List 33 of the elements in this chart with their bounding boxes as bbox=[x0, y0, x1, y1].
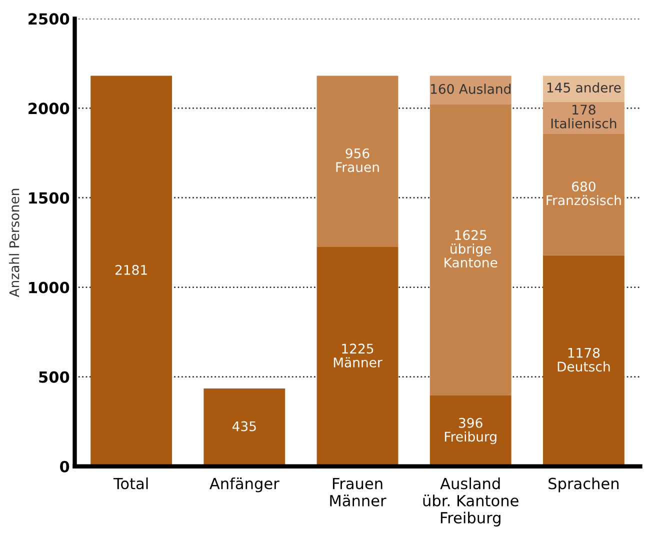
data-label: 956 Frauen bbox=[336, 148, 379, 172]
x-tick-label: Sprachen bbox=[548, 477, 619, 492]
bar bbox=[316, 246, 398, 466]
bar bbox=[90, 76, 172, 466]
y-tick-label: 500 bbox=[39, 371, 70, 383]
bar bbox=[542, 134, 624, 256]
x-tick-label: Total bbox=[113, 477, 148, 490]
y-tick-label: 1500 bbox=[29, 192, 70, 204]
bar bbox=[542, 255, 624, 466]
x-tick-label: Anfänger bbox=[210, 477, 280, 492]
bar bbox=[316, 76, 398, 247]
data-label: 160 Ausland bbox=[430, 84, 510, 94]
bar bbox=[430, 104, 512, 396]
data-label: 2181 bbox=[115, 264, 147, 275]
bar bbox=[430, 76, 512, 104]
data-label: 178 Italienisch bbox=[551, 104, 616, 128]
data-label: 1625 übrige Kantone bbox=[444, 230, 498, 268]
data-label: 145 andere bbox=[547, 82, 621, 93]
y-axis-title: Anzahl Personen bbox=[9, 188, 20, 298]
data-label: 1178 Deutsch bbox=[558, 348, 610, 372]
bar bbox=[542, 76, 624, 102]
y-tick-label: 2500 bbox=[28, 13, 70, 25]
y-tick-label: 0 bbox=[60, 460, 70, 472]
y-tick-label: 2000 bbox=[28, 102, 70, 114]
data-label: 396 Freiburg bbox=[444, 418, 496, 444]
bar bbox=[204, 388, 286, 466]
x-tick-label: Ausland übr. Kantone Freiburg bbox=[423, 477, 518, 526]
data-label: 680 Französisch bbox=[546, 181, 621, 206]
data-label: 435 bbox=[232, 421, 256, 432]
bar bbox=[430, 395, 512, 466]
y-tick-label: 1000 bbox=[29, 282, 70, 294]
data-label: 1225 Männer bbox=[334, 344, 382, 368]
x-tick-label: Frauen Männer bbox=[330, 478, 386, 506]
